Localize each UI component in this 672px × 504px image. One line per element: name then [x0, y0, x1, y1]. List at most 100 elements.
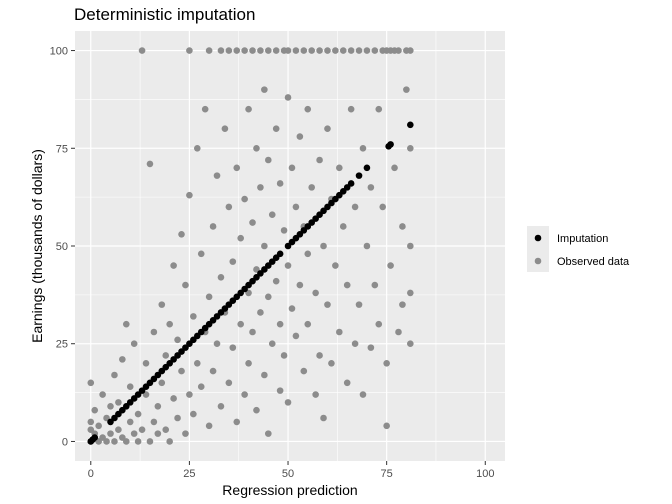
observed-point: [304, 105, 312, 113]
observed-point: [190, 313, 197, 320]
legend-key-background: [527, 226, 549, 272]
observed-point: [336, 164, 343, 172]
observed-point: [359, 144, 367, 152]
observed-point: [383, 359, 390, 367]
observed-point: [174, 336, 181, 344]
observed-point: [122, 438, 130, 445]
observed-point: [205, 47, 213, 54]
observed-point: [324, 47, 331, 54]
observed-point: [343, 379, 351, 387]
imputation-points: [87, 121, 414, 445]
observed-point: [166, 320, 173, 328]
observed-point: [233, 418, 241, 426]
observed-point: [296, 281, 304, 289]
observed-point: [292, 203, 300, 211]
observed-point: [233, 47, 241, 54]
observed-point: [190, 410, 197, 418]
y-tick-label: 75: [56, 143, 68, 155]
y-axis-title: Earnings (thousands of dollars): [29, 149, 45, 343]
observed-point: [245, 105, 252, 113]
observed-point: [225, 203, 233, 211]
legend: Imputation Observed data: [527, 226, 630, 272]
observed-point: [292, 47, 300, 54]
observed-point: [339, 223, 347, 230]
observed-point: [308, 47, 315, 54]
observed-data-points: [87, 47, 414, 445]
observed-point: [320, 414, 327, 422]
observed-point: [257, 47, 264, 54]
observed-point: [276, 180, 284, 187]
observed-point: [363, 242, 371, 250]
observed-point: [300, 47, 308, 54]
observed-point: [213, 340, 221, 348]
observed-point: [154, 430, 162, 437]
y-tick-label: 50: [56, 241, 68, 253]
observed-point: [280, 227, 288, 234]
observed-point: [296, 133, 304, 140]
observed-point: [312, 289, 319, 297]
observed-point: [186, 191, 193, 199]
observed-point: [268, 340, 276, 348]
observed-point: [107, 402, 114, 410]
observed-point: [193, 359, 201, 367]
observed-point: [178, 367, 185, 375]
observed-point: [103, 438, 110, 445]
observed-point: [339, 47, 347, 54]
observed-point: [276, 320, 284, 328]
observed-point: [363, 47, 371, 54]
observed-point: [403, 86, 410, 93]
observed-point: [174, 414, 181, 422]
observed-point: [99, 391, 106, 398]
observed-point: [237, 320, 244, 328]
legend-key-observed: [534, 257, 542, 265]
observed-point: [395, 47, 402, 54]
observed-point: [265, 430, 272, 437]
observed-point: [407, 340, 414, 348]
observed-point: [170, 395, 177, 402]
observed-point: [371, 281, 379, 289]
observed-point: [107, 430, 114, 437]
observed-point: [253, 406, 260, 414]
observed-point: [205, 293, 213, 301]
x-tick-label: 25: [183, 468, 195, 480]
observed-point: [225, 379, 233, 387]
observed-point: [95, 422, 102, 430]
observed-point: [371, 47, 379, 54]
observed-point: [332, 262, 339, 269]
observed-point: [213, 172, 221, 179]
observed-point: [201, 105, 209, 113]
observed-point: [193, 144, 201, 152]
observed-point: [130, 340, 138, 348]
observed-point: [217, 402, 225, 410]
x-tick-label: 0: [88, 468, 94, 480]
y-axis-ticks: 0 25 50 75 100: [50, 46, 75, 448]
observed-point: [150, 328, 158, 336]
observed-point: [304, 250, 312, 258]
observed-point: [367, 344, 375, 351]
observed-point: [249, 47, 256, 54]
observed-point: [197, 383, 205, 391]
observed-point: [284, 47, 292, 54]
observed-point: [87, 379, 95, 387]
observed-point: [217, 47, 225, 54]
observed-point: [359, 391, 367, 398]
observed-point: [257, 309, 264, 316]
observed-point: [217, 273, 225, 281]
legend-key-imputation: [534, 234, 542, 242]
observed-point: [229, 344, 237, 351]
observed-point: [150, 418, 158, 426]
observed-point: [292, 332, 300, 340]
observed-point: [316, 156, 323, 164]
observed-point: [115, 426, 122, 434]
observed-point: [138, 47, 146, 54]
observed-point: [351, 203, 359, 211]
observed-point: [320, 242, 327, 250]
observed-point: [316, 47, 323, 54]
observed-point: [395, 328, 402, 336]
observed-point: [111, 371, 118, 379]
observed-point: [126, 383, 134, 391]
observed-point: [241, 47, 248, 54]
y-tick-label: 100: [50, 46, 68, 58]
x-tick-label: 100: [476, 468, 494, 480]
